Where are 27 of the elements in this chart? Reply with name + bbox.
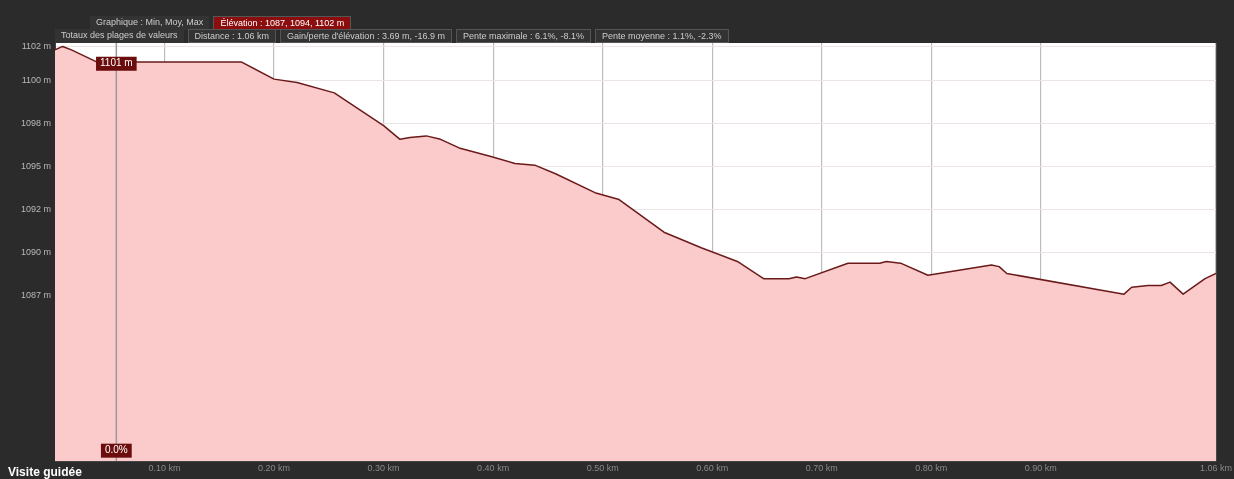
y-tick-label: 1092 m	[20, 204, 51, 215]
y-tick-label: 1087 m	[20, 290, 51, 301]
x-tick-label: 0.70 km	[805, 462, 838, 473]
x-tick-label: 0.90 km	[1024, 462, 1057, 473]
text: Élévation : 1087, 1094, 1102 m	[213, 16, 352, 30]
text: Pente maximale : 6.1%, -8.1%	[455, 29, 591, 43]
text: Graphique : Min, Moy, Max	[90, 16, 210, 30]
text: Gain/perte d'élévation : 3.69 m, -16.9 m	[280, 29, 452, 43]
y-tick-label: 1098 m	[20, 118, 51, 129]
y-tick-label: 1102 m	[21, 40, 51, 51]
x-tick-label: 0.80 km	[915, 462, 948, 473]
annotation: 0.0%	[104, 444, 128, 456]
text: Pente moyenne : 1.1%, -2.3%	[594, 29, 729, 43]
x-tick-label: 0.40 km	[477, 462, 510, 473]
y-tick-label: 1090 m	[20, 247, 51, 258]
y-tick-label: 1095 m	[20, 161, 51, 172]
y-tick-label: 1100 m	[21, 75, 51, 86]
x-tick-label: 0.30 km	[367, 462, 400, 473]
text: Totaux des plages de valeurs	[55, 29, 184, 43]
text: Distance : 1.06 km	[187, 29, 277, 43]
text: Visite guidée	[8, 465, 82, 479]
x-tick-label: 0.20 km	[258, 462, 291, 473]
x-tick-label: 1.06 km	[1199, 462, 1232, 473]
x-tick-label: 0.10 km	[148, 462, 181, 473]
x-tick-label: 0.50 km	[586, 462, 619, 473]
annotation: 1101 m	[100, 57, 133, 69]
x-tick-label: 0.60 km	[696, 462, 729, 473]
